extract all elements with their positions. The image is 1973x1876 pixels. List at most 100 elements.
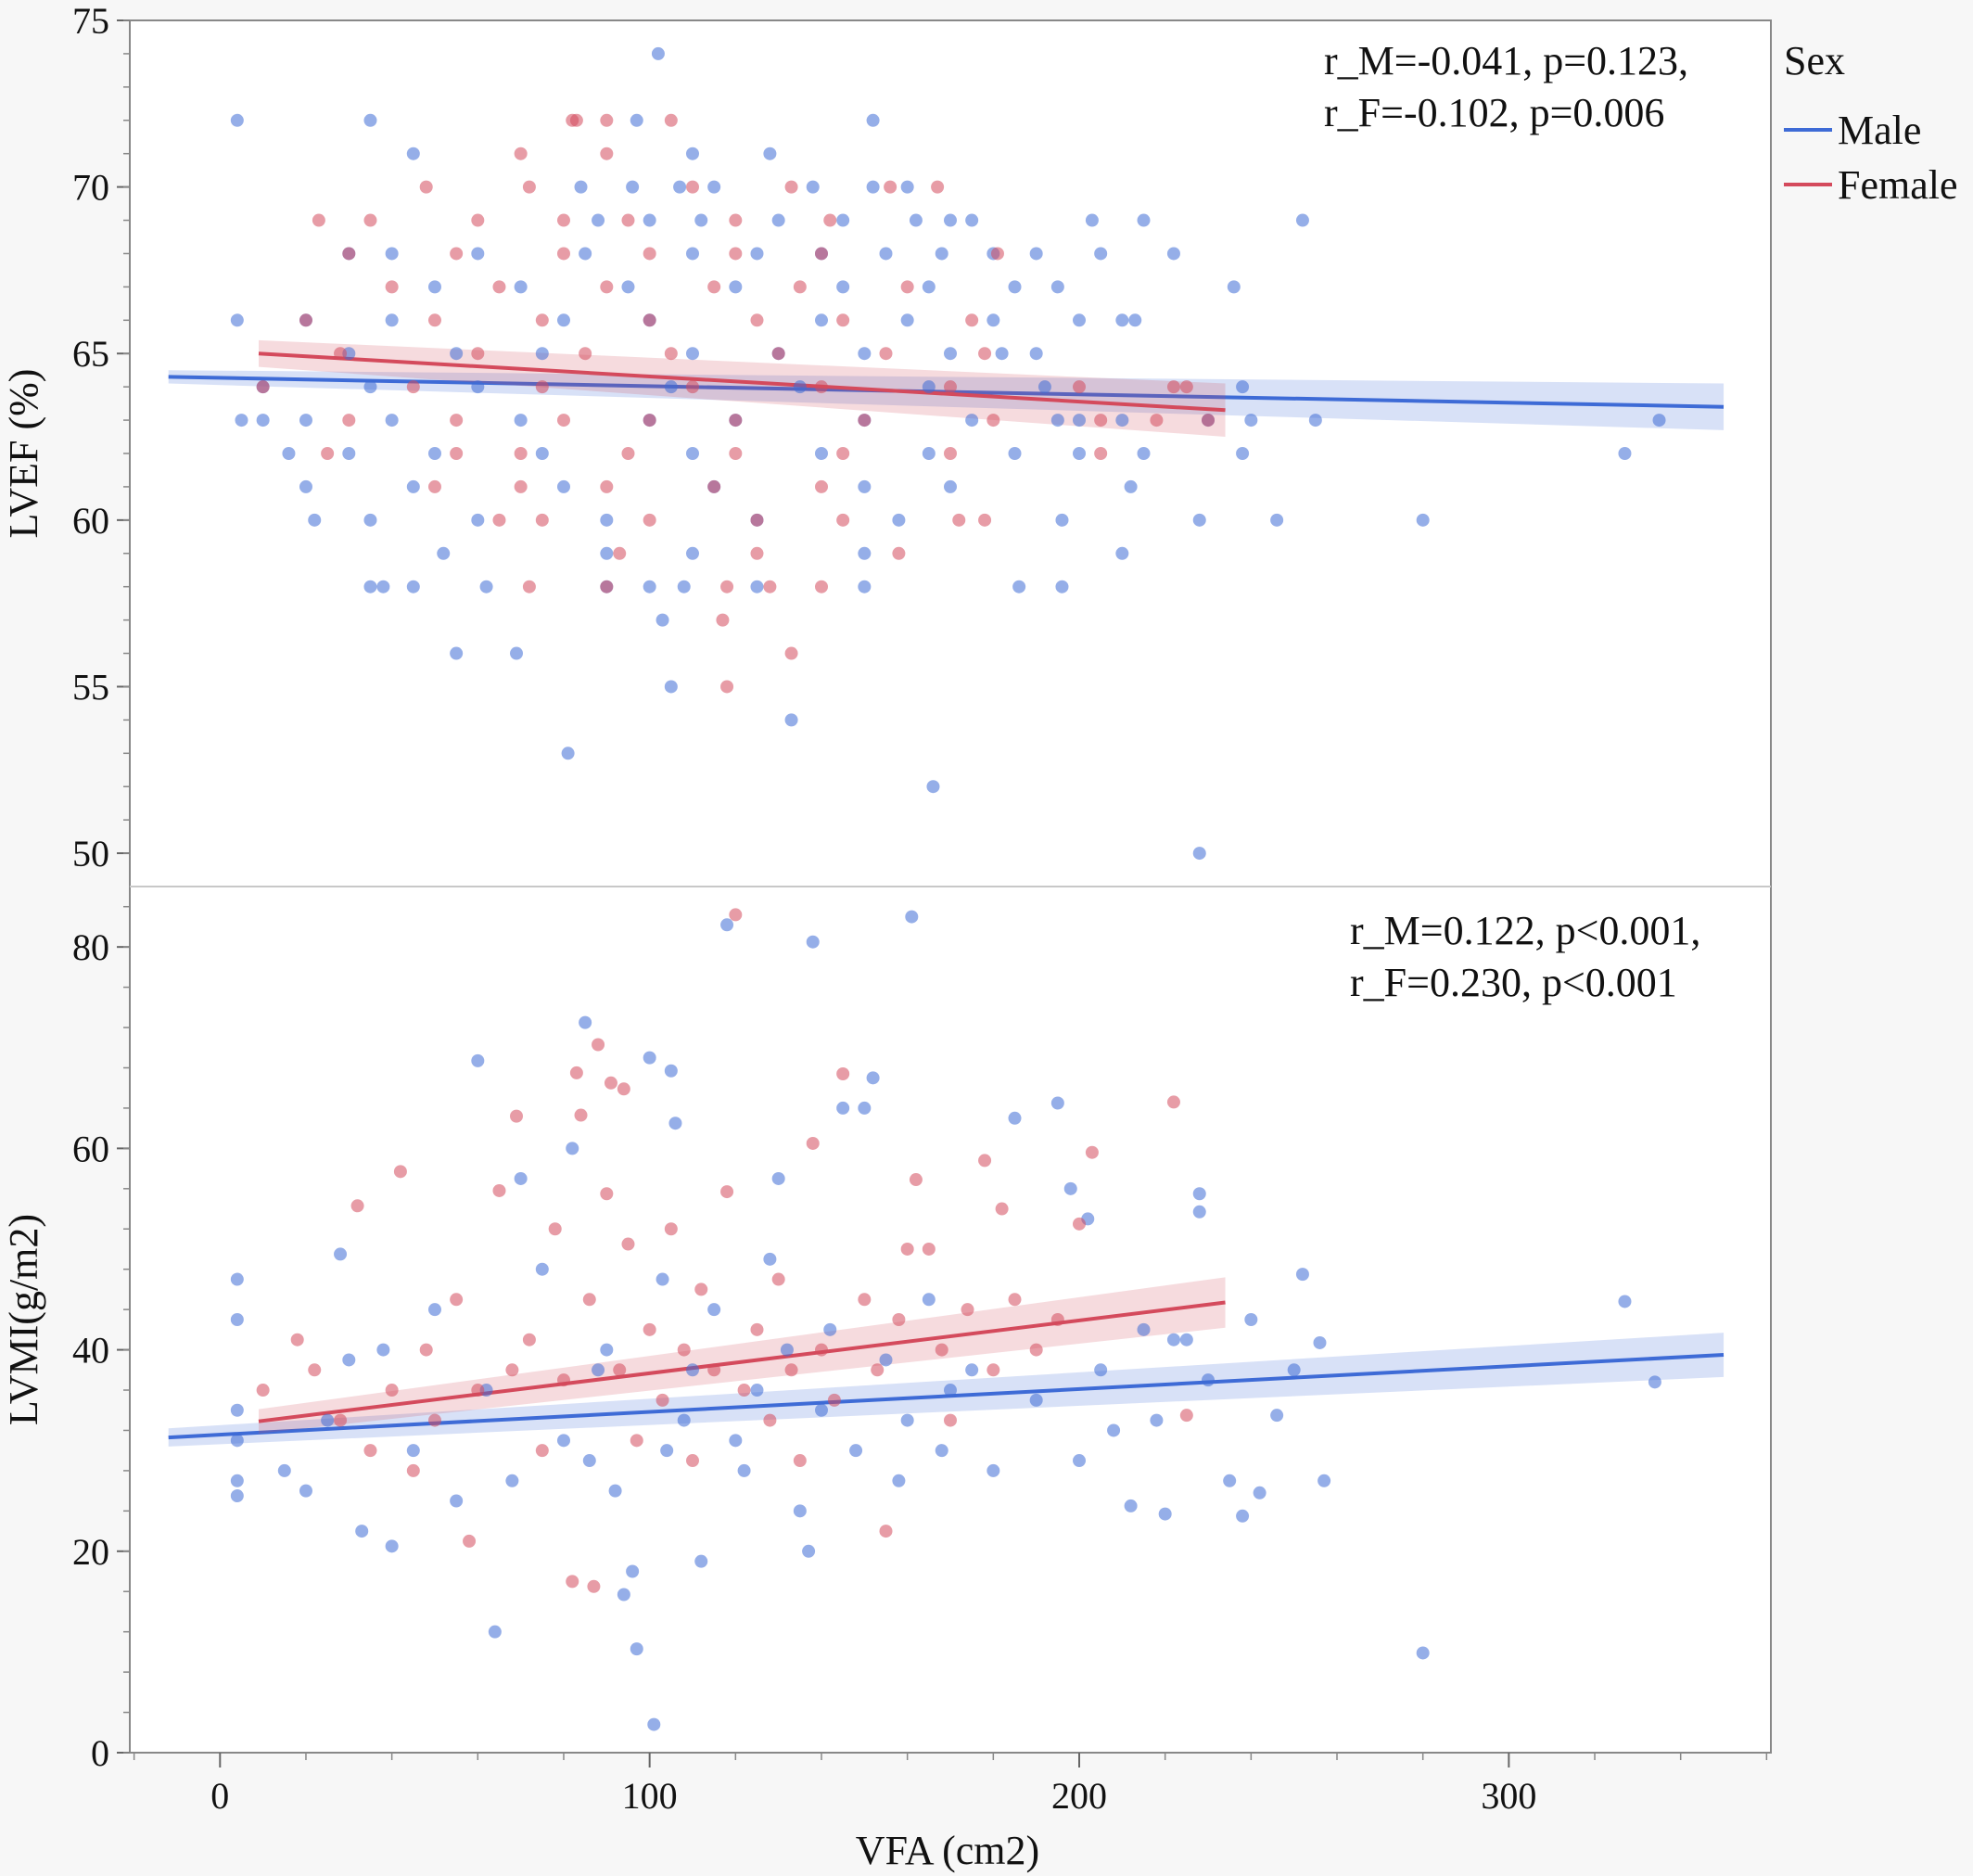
lvmi-point-female bbox=[900, 1242, 914, 1256]
lvef-point-male bbox=[656, 613, 669, 627]
lvef-point-male bbox=[1236, 380, 1250, 394]
lvmi-y-tick-label: 80 bbox=[72, 926, 109, 968]
lvef-point-male bbox=[574, 180, 588, 194]
lvmi-correlation-line-2: r_F=0.230, p<0.001 bbox=[1350, 960, 1677, 1005]
lvef-point-female bbox=[312, 213, 325, 227]
lvef-y-tick-label: 50 bbox=[72, 833, 109, 874]
lvmi-ci-band-female bbox=[259, 1277, 1226, 1434]
lvmi-point-female bbox=[600, 1187, 614, 1201]
lvmi-point-male bbox=[582, 1454, 596, 1468]
lvmi-point-female bbox=[750, 1322, 764, 1336]
lvef-point-female bbox=[385, 280, 399, 294]
lvef-point-male bbox=[1192, 513, 1206, 527]
lvef-point-female bbox=[1166, 380, 1180, 394]
lvmi-point-male bbox=[858, 1101, 872, 1115]
lvef-point-male bbox=[282, 447, 296, 460]
lvef-point-male bbox=[677, 580, 691, 593]
lvmi-point-male bbox=[935, 1444, 948, 1458]
lvef-point-female bbox=[729, 414, 743, 428]
lvef-point-female bbox=[321, 447, 335, 460]
lvef-point-male bbox=[1128, 313, 1142, 327]
lvmi-point-male bbox=[334, 1247, 348, 1261]
lvmi-point-male bbox=[626, 1564, 640, 1578]
lvmi-point-male bbox=[664, 1064, 678, 1078]
lvef-point-male bbox=[793, 380, 807, 394]
lvef-point-female bbox=[450, 247, 464, 261]
lvmi-point-female bbox=[510, 1109, 524, 1123]
lvef-point-male bbox=[771, 213, 785, 227]
lvef-point-male bbox=[600, 546, 614, 560]
lvmi-point-male bbox=[1166, 1333, 1180, 1346]
lvmi-point-female bbox=[334, 1413, 348, 1427]
lvef-point-male bbox=[673, 180, 687, 194]
lvef-point-female bbox=[492, 513, 506, 527]
lvmi-point-male bbox=[617, 1588, 630, 1602]
lvmi-point-female bbox=[836, 1067, 850, 1081]
lvmi-y-tick-label: 40 bbox=[72, 1330, 109, 1372]
lvmi-point-female bbox=[720, 1185, 734, 1199]
lvef-point-male bbox=[814, 447, 828, 460]
lvmi-point-female bbox=[617, 1082, 630, 1096]
lvef-point-male bbox=[471, 380, 485, 394]
lvef-point-male bbox=[1137, 213, 1151, 227]
lvef-point-female bbox=[1094, 414, 1108, 428]
lvmi-point-female bbox=[793, 1454, 807, 1468]
lvmi-point-male bbox=[1158, 1507, 1172, 1521]
lvmi-point-male bbox=[1073, 1454, 1087, 1468]
lvef-point-male bbox=[299, 414, 312, 428]
lvmi-point-male bbox=[677, 1413, 691, 1427]
lvef-point-male bbox=[922, 280, 936, 294]
lvmi-point-female bbox=[587, 1579, 601, 1593]
lvmi-point-female bbox=[1085, 1145, 1099, 1159]
lvef-point-male bbox=[385, 414, 399, 428]
lvmi-point-female bbox=[729, 908, 743, 922]
lvmi-point-male bbox=[230, 1434, 244, 1448]
lvmi-point-female bbox=[548, 1222, 562, 1236]
lvef-point-male bbox=[750, 247, 764, 261]
lvmi-point-male bbox=[806, 935, 820, 949]
lvef-point-female bbox=[600, 580, 614, 593]
lvmi-point-male bbox=[720, 918, 734, 932]
lvef-point-male bbox=[664, 380, 678, 394]
lvmi-point-female bbox=[393, 1165, 407, 1179]
lvmi-point-male bbox=[1295, 1268, 1309, 1282]
lvmi-point-male bbox=[1236, 1509, 1250, 1523]
lvef-point-male bbox=[385, 247, 399, 261]
lvef-point-female bbox=[643, 247, 656, 261]
lvef-point-female bbox=[720, 680, 734, 694]
lvef-fit-line-male bbox=[168, 375, 1725, 409]
lvef-point-female bbox=[750, 546, 764, 560]
lvmi-point-male bbox=[656, 1272, 669, 1286]
lvef-point-female bbox=[514, 147, 528, 160]
lvef-point-female bbox=[836, 513, 850, 527]
lvmi-correlation-line-1: r_M=0.122, p<0.001, bbox=[1350, 908, 1700, 953]
lvmi-point-male bbox=[922, 1293, 936, 1307]
lvef-point-male bbox=[866, 113, 880, 127]
lvef-point-male bbox=[1244, 414, 1258, 428]
lvef-point-male bbox=[643, 580, 656, 593]
lvmi-point-female bbox=[592, 1038, 605, 1052]
lvef-point-female bbox=[900, 280, 914, 294]
lvef-point-female bbox=[613, 546, 627, 560]
lvmi-point-male bbox=[1192, 1187, 1206, 1201]
lvef-point-female bbox=[406, 380, 420, 394]
lvmi-point-male bbox=[488, 1625, 502, 1639]
lvef-point-male bbox=[514, 280, 528, 294]
lvmi-point-female bbox=[922, 1242, 936, 1256]
lvmi-point-male bbox=[1192, 1205, 1206, 1219]
lvmi-scatter-points bbox=[230, 908, 1661, 1731]
lvmi-point-male bbox=[566, 1142, 579, 1155]
lvef-point-female bbox=[1094, 447, 1108, 460]
lvef-point-male bbox=[579, 247, 592, 261]
lvmi-point-male bbox=[836, 1101, 850, 1115]
lvmi-point-female bbox=[350, 1199, 364, 1213]
lvmi-point-female bbox=[569, 1066, 583, 1079]
lvmi-y-axis: 0 20 40 60 80 bbox=[72, 905, 130, 1774]
x-tick-label: 300 bbox=[1481, 1775, 1536, 1817]
lvmi-point-female bbox=[1050, 1313, 1064, 1326]
lvef-point-female bbox=[784, 180, 798, 194]
lvef-point-male bbox=[858, 580, 872, 593]
lvef-point-female bbox=[750, 513, 764, 527]
lvmi-point-male bbox=[1287, 1363, 1301, 1377]
lvef-point-male bbox=[406, 147, 420, 160]
